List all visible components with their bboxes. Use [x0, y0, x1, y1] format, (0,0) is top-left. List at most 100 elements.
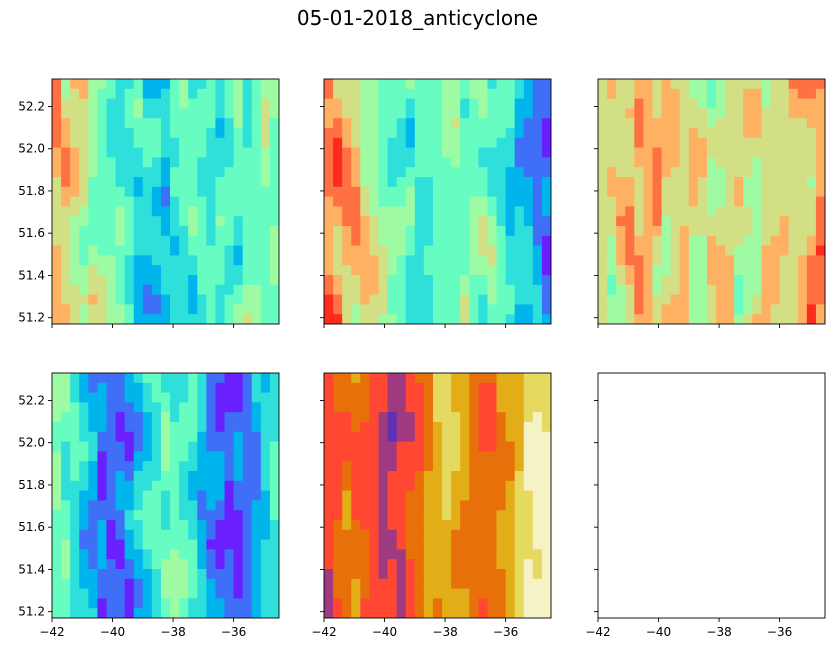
contour-cell [233, 431, 244, 443]
contour-cell [469, 588, 479, 599]
contour-cell [133, 216, 144, 227]
contour-cell [115, 226, 126, 237]
contour-cell [351, 373, 361, 384]
contour-cell [734, 137, 744, 149]
contour-cell [233, 226, 244, 237]
contour-cell [233, 422, 244, 433]
contour-cell [532, 608, 543, 618]
contour-cell [625, 206, 635, 217]
contour-cell [106, 206, 117, 217]
contour-cell [242, 539, 253, 550]
contour-cell [269, 608, 279, 618]
contour-cell [616, 304, 626, 315]
contour-cell [324, 382, 334, 394]
contour-cell [432, 549, 443, 560]
contour-cell [706, 275, 717, 286]
contour-cell [369, 578, 380, 590]
contour-cell [79, 392, 89, 403]
contour-cell [206, 539, 217, 550]
contour-cell [351, 88, 361, 100]
contour-cell [242, 177, 253, 188]
contour-cell [706, 235, 717, 247]
contour-cell [88, 578, 98, 590]
contour-cell [269, 549, 279, 560]
contour-cell [188, 559, 198, 570]
contour-cell [142, 177, 153, 188]
contour-cell [541, 255, 551, 266]
contour-cell [88, 226, 98, 237]
contour-cell [505, 98, 516, 109]
contour-cell [770, 118, 781, 129]
contour-cell [70, 382, 80, 394]
contour-cell [170, 431, 180, 443]
contour-cell [432, 500, 443, 511]
contour-cell [342, 549, 352, 560]
contour-cell [52, 490, 62, 501]
contour-cell [70, 206, 80, 217]
contour-cell [487, 245, 498, 256]
contour-cell [496, 480, 507, 492]
contour-cell [396, 529, 407, 541]
contour-cell [378, 412, 389, 423]
contour-cell [160, 598, 171, 609]
contour-cell [61, 500, 71, 511]
contour-cell [770, 265, 781, 276]
contour-cell [743, 206, 753, 217]
contour-cell [414, 392, 425, 403]
contour-cell [70, 177, 80, 188]
contour-cell [160, 382, 171, 394]
contour-cell [423, 422, 434, 433]
contour-cell [242, 520, 253, 531]
contour-cell [688, 206, 699, 217]
contour-cell [532, 186, 543, 198]
contour-cell [124, 431, 135, 443]
contour-cell [61, 226, 71, 237]
contour-cell [752, 108, 763, 119]
contour-cell [61, 490, 71, 501]
contour-cell [269, 128, 279, 139]
contour-cell [61, 569, 71, 580]
contour-cell [478, 196, 489, 207]
contour-cell [505, 549, 516, 560]
contour-cell [324, 480, 334, 492]
contour-cell [124, 186, 135, 198]
contour-cell [797, 167, 808, 178]
contour-cell [378, 265, 389, 276]
contour-cell [405, 88, 416, 100]
contour-cell [734, 275, 744, 286]
contour-cell [643, 137, 654, 149]
contour-cell [115, 265, 126, 276]
contour-cell [369, 441, 380, 452]
contour-cell [743, 79, 753, 90]
contour-cell [478, 206, 489, 217]
contour-cell [697, 304, 708, 315]
contour-cell [487, 206, 498, 217]
contour-cell [405, 98, 416, 109]
contour-cell [369, 529, 380, 541]
contour-cell [160, 392, 171, 403]
contour-cell [360, 206, 370, 217]
contour-cell [52, 392, 62, 403]
contour-cell [423, 520, 434, 531]
contour-cell [70, 441, 80, 452]
contour-cell [770, 196, 781, 207]
contour-cell [679, 255, 690, 266]
contour-cell [432, 147, 443, 158]
contour-cell [260, 275, 271, 286]
contour-cell [179, 529, 189, 541]
contour-cell [333, 284, 343, 296]
contour-cell [215, 529, 226, 541]
contour-cell [170, 539, 180, 550]
contour-cell [469, 569, 479, 580]
contour-cell [523, 265, 534, 276]
contour-cell [260, 79, 271, 90]
contour-cell [661, 98, 672, 109]
contour-cell [670, 314, 681, 324]
contour-cell [269, 245, 279, 256]
contour-cell [151, 441, 162, 452]
contour-cell [206, 294, 217, 305]
contour-cell [716, 128, 726, 139]
contour-cell [70, 373, 80, 384]
contour-cell [52, 529, 62, 541]
contour-cell [815, 245, 825, 256]
